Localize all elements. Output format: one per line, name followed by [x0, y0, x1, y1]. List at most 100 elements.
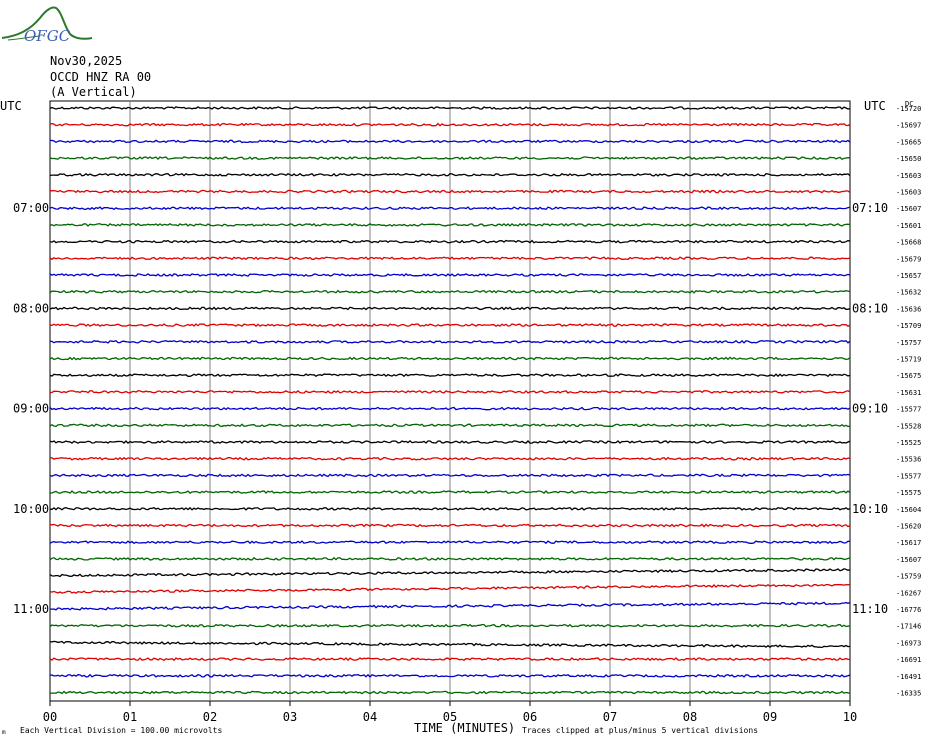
dc-offset-label: -15719: [896, 356, 921, 364]
dc-offset-label: -15607: [896, 205, 921, 213]
dc-offset-label: -15607: [896, 556, 921, 564]
dc-offset-label: -15697: [896, 122, 921, 130]
seismic-trace-row-16: [49, 373, 851, 378]
logo-wave-icon: [7, 35, 41, 41]
seismic-trace-row-33: [49, 657, 851, 662]
logo-text: OFGC: [24, 27, 71, 45]
dc-offset-label: -16491: [896, 673, 921, 681]
axis-labels: 00 01 02 03 04 05 06 07 08 09 10 -15720 -15697 -15665…: [13, 105, 921, 724]
dc-offset-label: -15631: [896, 389, 921, 397]
dc-offset-label: -15528: [896, 422, 921, 430]
dc-offset-label: -15636: [896, 305, 921, 313]
ofgc-logo: OFGC: [1, 6, 93, 45]
x-tick-label: 00: [43, 710, 57, 724]
seismic-trace-row-25: [49, 523, 851, 528]
dc-offset-label: -16267: [896, 589, 921, 597]
dc-offset-label: -15603: [896, 189, 921, 197]
seismic-trace-row-29: [49, 583, 851, 594]
footer-small-mark: m: [2, 729, 6, 736]
x-tick-label: 09: [763, 710, 777, 724]
dc-offset-label: -15650: [896, 155, 921, 163]
dc-offset-label: -15525: [896, 439, 921, 447]
x-tick-label: 10: [843, 710, 857, 724]
dc-offset-label: -15759: [896, 573, 921, 581]
seismic-trace-row-32: [49, 640, 851, 649]
seismic-trace-row-0: [49, 106, 851, 110]
seismic-trace-row-18: [49, 406, 851, 411]
seismic-trace-row-14: [49, 339, 851, 344]
dc-offset-label: -15620: [896, 523, 921, 531]
seismic-trace-row-27: [49, 556, 851, 561]
seismic-trace-row-21: [49, 456, 850, 461]
right-dc-label: DC: [905, 100, 913, 108]
x-tick-label: 08: [683, 710, 697, 724]
right-time-label: 10:10: [852, 502, 888, 516]
dc-offset-label: -15577: [896, 472, 921, 480]
seismic-trace-row-10: [49, 273, 851, 277]
seismic-trace-row-8: [49, 239, 851, 244]
seismic-trace-row-31: [49, 623, 851, 628]
dc-offset-label: -15675: [896, 372, 921, 380]
seismic-trace-row-7: [49, 222, 851, 227]
dc-offset-label: -16335: [896, 690, 921, 698]
right-time-label: 09:10: [852, 402, 888, 416]
right-time-label: 08:10: [852, 301, 888, 315]
right-time-label: 07:10: [852, 201, 888, 215]
seismic-trace-row-15: [49, 356, 851, 361]
seismic-trace-row-23: [49, 490, 851, 495]
seismic-trace-row-2: [49, 139, 851, 144]
dc-offset-label: -16973: [896, 639, 921, 647]
dc-offset-label: -16691: [896, 656, 921, 664]
x-tick-label: 03: [283, 710, 297, 724]
dc-offset-label: -15632: [896, 289, 921, 297]
seismic-trace-row-9: [49, 256, 851, 261]
dc-offset-label: -15679: [896, 255, 921, 263]
dc-offset-label: -15657: [896, 272, 921, 280]
clip-note: Traces clipped at plus/minus 5 vertical …: [522, 726, 758, 735]
seismic-trace-row-28: [49, 568, 851, 578]
x-tick-label: 06: [523, 710, 537, 724]
seismic-trace-row-3: [49, 156, 851, 161]
left-time-label: 09:00: [13, 402, 49, 416]
header-date: Nov30,2025: [50, 54, 122, 68]
seismic-trace-row-13: [49, 323, 851, 328]
seismic-trace-row-4: [49, 172, 851, 177]
left-time-label: 11:00: [13, 602, 49, 616]
seismic-trace-row-12: [49, 306, 851, 311]
traces: [49, 106, 851, 695]
seismic-trace-row-24: [50, 506, 851, 511]
dc-offset-label: -15617: [896, 539, 921, 547]
right-time-label: 11:10: [852, 602, 888, 616]
x-tick-label: 04: [363, 710, 377, 724]
dc-offset-label: -15757: [896, 339, 921, 347]
left-time-label: 10:00: [13, 502, 49, 516]
seismic-trace-row-19: [49, 423, 851, 428]
seismic-trace-row-30: [49, 601, 851, 611]
dc-offset-label: -15668: [896, 239, 921, 247]
seismic-trace-row-17: [49, 389, 851, 394]
seismic-trace-row-5: [49, 189, 851, 194]
left-utc-label: UTC: [0, 99, 22, 113]
header-station: OCCD HNZ RA 00: [50, 70, 151, 84]
seismic-trace-row-26: [49, 540, 851, 545]
dc-offset-label: -17146: [896, 623, 921, 631]
x-axis-title: TIME (MINUTES): [414, 721, 515, 735]
x-tick-label: 07: [603, 710, 617, 724]
left-time-label: 07:00: [13, 201, 49, 215]
dc-offset-label: -15604: [896, 506, 921, 514]
dc-offset-label: -15575: [896, 489, 921, 497]
dc-offset-label: -15720: [896, 105, 921, 113]
dc-offset-label: -15601: [896, 222, 921, 230]
grid-lines: [49, 101, 851, 706]
seismic-trace-row-1: [49, 122, 851, 127]
seismic-trace-row-22: [49, 473, 851, 478]
logo-swoosh-icon: [1, 6, 93, 40]
right-utc-label: UTC: [864, 99, 886, 113]
x-tick-label: 01: [123, 710, 137, 724]
dc-offset-label: -15665: [896, 138, 921, 146]
left-time-label: 08:00: [13, 301, 49, 315]
x-tick-label: 02: [203, 710, 217, 724]
seismic-trace-row-35: [49, 690, 851, 695]
header-component: (A Vertical): [50, 85, 137, 99]
